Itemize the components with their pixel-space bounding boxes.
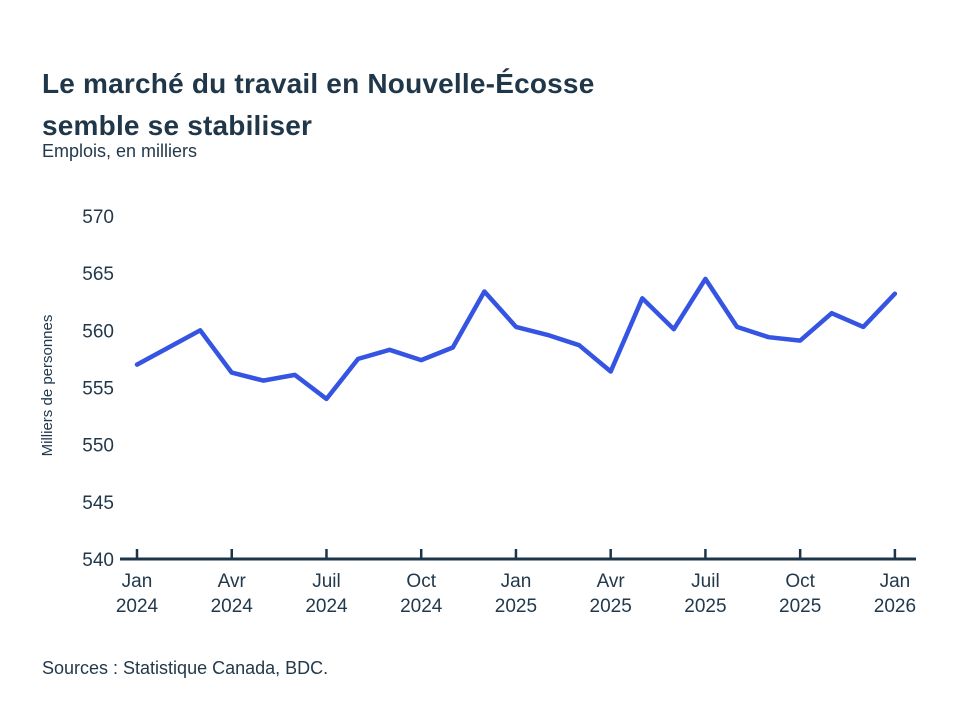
y-axis-tick-label: 565 — [82, 264, 114, 285]
x-axis-year-label: 2025 — [495, 596, 537, 617]
y-axis-tick-label: 570 — [82, 207, 114, 228]
x-axis-year-label: 2024 — [116, 596, 159, 617]
chart-canvas: 540 545 550 555 560 565 570 Milliers de personn… — [39, 207, 916, 617]
x-axis-year-label: 2025 — [590, 596, 632, 617]
x-axis-year-label: 2025 — [684, 596, 726, 617]
x-axis-month-label: Avr — [597, 571, 626, 592]
x-axis-month-label: Jan — [501, 571, 532, 592]
x-axis-month-label: Jan — [122, 571, 153, 592]
y-axis-title: Milliers de personnes — [39, 315, 56, 457]
x-axis-month-label: Juil — [691, 571, 720, 592]
y-axis-tick-label: 540 — [82, 550, 114, 571]
x-axis-month-label: Oct — [785, 571, 815, 592]
chart-subtitle: Emplois, en milliers — [42, 141, 198, 161]
employment-line-series — [134, 276, 898, 402]
x-axis-year-label: 2026 — [874, 596, 916, 617]
x-axis-year-label: 2024 — [400, 596, 443, 617]
line-chart: 540 545 550 555 560 565 570 Milliers de personn… — [0, 180, 960, 640]
x-axis-month-label: Oct — [406, 571, 436, 592]
x-axis-year-label: 2024 — [211, 596, 254, 617]
y-axis-tick-label: 560 — [82, 321, 114, 342]
x-axis-month-label: Avr — [218, 571, 247, 592]
x-axis-month-label: Juil — [312, 571, 341, 592]
x-axis-year-label: 2025 — [779, 596, 821, 617]
x-axis-year-label: 2024 — [305, 596, 348, 617]
y-axis-tick-label: 550 — [82, 436, 114, 457]
y-axis-tick-label: 545 — [82, 493, 114, 514]
y-axis-tick-label: 555 — [82, 379, 114, 400]
source-note: Sources : Statistique Canada, BDC. — [42, 658, 329, 678]
x-axis-month-label: Jan — [880, 571, 911, 592]
chart-title: Le marché du travail en Nouvelle-Écosse … — [42, 67, 595, 141]
